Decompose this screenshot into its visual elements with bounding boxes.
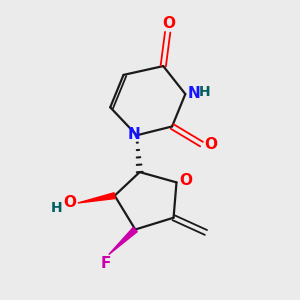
Text: O: O (179, 172, 192, 188)
Polygon shape (109, 227, 137, 254)
Text: F: F (100, 256, 111, 271)
Text: H: H (199, 85, 210, 99)
Text: N: N (188, 86, 200, 101)
Polygon shape (78, 193, 115, 203)
Text: O: O (204, 137, 217, 152)
Text: N: N (128, 127, 140, 142)
Text: O: O (162, 16, 175, 32)
Text: O: O (63, 195, 76, 210)
Text: H: H (51, 201, 62, 215)
